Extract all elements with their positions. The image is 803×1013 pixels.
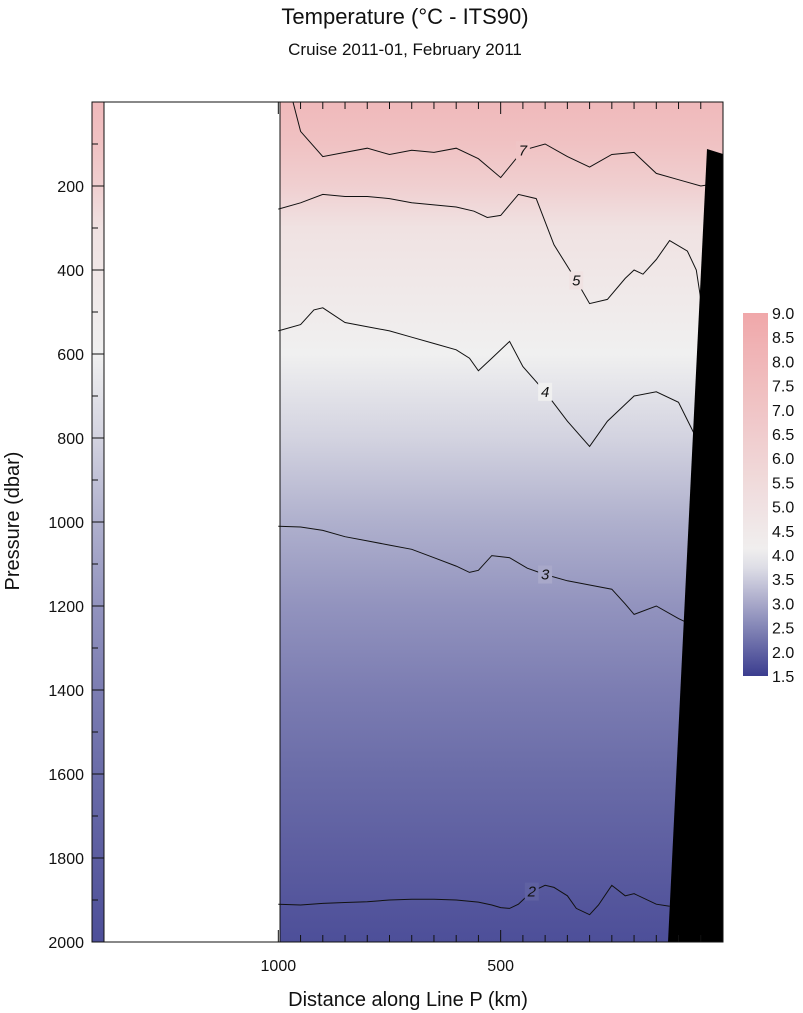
contour-label-background xyxy=(538,565,553,584)
contour-lines: 7 5 4 3 2 xyxy=(278,101,715,916)
colorbar-tick-label: 6.0 xyxy=(772,451,794,468)
x-tick-label: 500 xyxy=(487,958,514,975)
colorbar-tick-label: 8.5 xyxy=(772,330,794,347)
y-axis-title: Pressure (dbar) xyxy=(2,452,24,591)
colorbar-tick-label: 2.5 xyxy=(772,621,794,638)
y-tick-label: 1600 xyxy=(48,767,84,784)
contour-label-2: 2 xyxy=(527,884,537,901)
contour-label-4: 4 xyxy=(541,384,549,401)
colorbar-tick-label: 3.5 xyxy=(772,572,794,589)
contour-line-2 xyxy=(278,884,670,916)
colorbar-tick-label: 2.0 xyxy=(772,645,794,662)
colorbar-labels: 9.0 8.5 8.0 7.5 7.0 6.5 6.0 5.5 5.0 4.5 4.0 3.5 3.0 2… xyxy=(772,306,794,686)
y-tick-label: 1800 xyxy=(48,851,84,868)
colorbar-tick-label: 5.0 xyxy=(772,500,794,517)
x-axis-ticks: 1000 500 xyxy=(261,102,702,975)
y-tick-label: 600 xyxy=(57,347,84,364)
y-tick-label: 1000 xyxy=(48,515,84,532)
contour-label-background xyxy=(524,882,539,901)
y-axis-ticks: 200 400 600 800 1000 1200 1400 1600 1800 2000 xyxy=(48,143,104,952)
contour-line-5 xyxy=(278,193,711,309)
colorbar-tick-label: 6.5 xyxy=(772,427,794,444)
y-tick-label: 2000 xyxy=(48,935,84,952)
no-data-region xyxy=(104,102,280,942)
contour-label-3: 3 xyxy=(541,567,550,584)
y-tick-label: 800 xyxy=(57,431,84,448)
contour-label-7: 7 xyxy=(519,142,528,159)
colorbar-tick-label: 5.5 xyxy=(772,475,794,492)
plot-area: 7 5 4 3 2 1000 500 200 400 600 800 1000 1200 1400 16… xyxy=(48,101,724,975)
colorbar-tick-label: 9.0 xyxy=(772,306,794,323)
colorbar-tick-label: 7.0 xyxy=(772,403,794,420)
colorbar-tick-label: 4.5 xyxy=(772,524,794,541)
x-axis-title: Distance along Line P (km) xyxy=(288,989,528,1011)
contour-label-background xyxy=(569,271,584,290)
contour-label-background xyxy=(515,141,530,160)
colorbar-tick-label: 1.5 xyxy=(772,669,794,686)
seafloor-mask xyxy=(668,149,723,942)
colorbar-tick-label: 8.0 xyxy=(772,354,794,371)
colorbar: 9.0 8.5 8.0 7.5 7.0 6.5 6.0 5.5 5.0 4.5 4.0 3.5 3.0 2… xyxy=(743,306,794,686)
colorbar-tick-label: 7.5 xyxy=(772,379,794,396)
colorbar-tick-label: 3.0 xyxy=(772,596,794,613)
y-tick-label: 1400 xyxy=(48,683,84,700)
colorbar-bar xyxy=(743,313,768,676)
x-tick-label: 1000 xyxy=(261,958,297,975)
y-tick-label: 200 xyxy=(57,179,84,196)
contour-line-7 xyxy=(292,101,715,187)
contour-line-4 xyxy=(278,307,715,518)
chart-title: Temperature (°C - ITS90) xyxy=(281,4,528,29)
y-tick-label: 1200 xyxy=(48,599,84,616)
colorbar-tick-label: 4.0 xyxy=(772,548,794,565)
chart-subtitle: Cruise 2011-01, February 2011 xyxy=(288,40,522,59)
y-tick-label: 400 xyxy=(57,263,84,280)
contour-label-5: 5 xyxy=(572,273,581,290)
contour-line-3 xyxy=(278,525,715,649)
contour-label-background xyxy=(538,382,553,401)
